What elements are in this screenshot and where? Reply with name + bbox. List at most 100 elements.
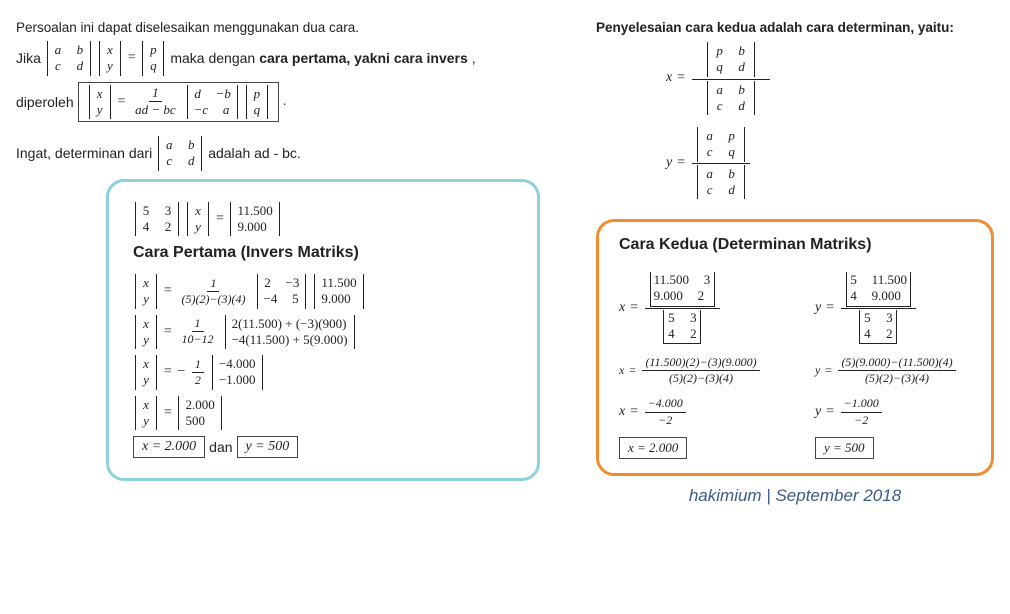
cell: c [165, 153, 173, 169]
ingat-line: Ingat, determinan dari ab cd adalah ad -… [16, 136, 566, 171]
cell: 2(11.500) + (−3)(900) [232, 316, 347, 332]
adj-num: 2−3 −45 [257, 274, 307, 309]
cell: c [54, 58, 62, 74]
blue-card: 53 42 x y = 11.500 9.000 Cara Pertama (I… [106, 179, 540, 482]
ans-y-box: y = 500 [237, 436, 299, 458]
cell: 4 [142, 219, 150, 235]
matrix-A-num: 53 42 [135, 202, 179, 237]
dan-word: dan [209, 439, 232, 455]
equals: = [825, 404, 834, 420]
ans-y-box: y = 500 [815, 437, 874, 459]
cell: 4 [863, 326, 871, 342]
cell: p [149, 42, 157, 58]
cell: x [142, 356, 150, 372]
cramer-y-formula: y = apcq abcd [666, 127, 994, 199]
y-var: y [815, 300, 821, 316]
cell: 9.000 [872, 288, 901, 304]
cell: −1.000 [219, 372, 256, 388]
equals: = [629, 404, 638, 420]
det-den-x: abcd [707, 81, 755, 116]
diperoleh-word: diperoleh [16, 94, 74, 110]
jika-line: Jika ab cd x y = p q maka dengan cara pe… [16, 41, 566, 76]
cell: d [728, 182, 736, 198]
num: 1 [192, 358, 204, 373]
cell: y [106, 58, 114, 74]
neg-half: 1 2 [192, 358, 204, 387]
y-frac2: (5)(9.000)−(11.500)(4) (5)(2)−(3)(4) [838, 356, 955, 385]
x-var: x [619, 363, 624, 378]
cell: 11.500 [654, 272, 689, 288]
equals: = [117, 94, 126, 110]
equals: = [628, 363, 636, 378]
frac2: 1 10−12 [178, 317, 216, 346]
cell: x [96, 86, 104, 102]
cramer-step1: x = 11.50039.0002 5342 y = 511.50049.000 [619, 266, 971, 350]
card2-title: Cara Kedua (Determinan Matriks) [619, 236, 971, 254]
matrix-xy3: x y [187, 202, 209, 237]
matrix-A-generic: ab cd [47, 41, 91, 76]
den: (5)(2)−(3)(4) [862, 371, 932, 385]
cell: y [142, 413, 150, 429]
cell: y [96, 102, 104, 118]
det-num-y: apcq [697, 127, 745, 162]
cell: d [187, 153, 195, 169]
cell: 4 [667, 326, 675, 342]
cell: 2 [689, 326, 697, 342]
cell: p [728, 128, 736, 144]
ingat-word: Ingat, determinan dari [16, 145, 152, 161]
frac1: 1 (5)(2)−(3)(4) [178, 277, 248, 306]
cell: b [738, 43, 746, 59]
denom: 10−12 [178, 332, 216, 346]
cell: b [76, 42, 84, 58]
cramer-answers: x = 2.000 y = 500 [619, 437, 971, 459]
cramer-x-frac: pbqd abcd [692, 41, 770, 115]
cell: 5 [291, 291, 299, 307]
num: (11.500)(2)−(3)(9.000) [642, 356, 759, 371]
num: −4.000 [645, 397, 686, 412]
cell: c [706, 144, 714, 160]
den: (5)(2)−(3)(4) [666, 371, 736, 385]
cell: d [738, 98, 746, 114]
cell: 3 [689, 310, 697, 326]
cell: 5 [142, 203, 150, 219]
vec3: −4.000 −1.000 [212, 355, 263, 390]
cell: x [142, 397, 150, 413]
matrix-pq: p q [142, 41, 164, 76]
cell: 500 [185, 413, 205, 429]
comma: , [472, 50, 476, 66]
det: 11.50039.0002 [650, 272, 715, 307]
det: 511.50049.000 [846, 272, 911, 307]
orange-card: Cara Kedua (Determinan Matriks) x = 11.5… [596, 219, 994, 476]
adj-matrix: d−b −ca [187, 85, 238, 120]
cell: a [716, 82, 724, 98]
y-var: y [815, 363, 820, 378]
cell: p [716, 43, 724, 59]
equals: = [676, 70, 685, 86]
cell: q [716, 59, 724, 75]
matrix-xy: xy [135, 355, 157, 390]
equals: = [163, 405, 172, 421]
cell: 2.000 [185, 397, 214, 413]
cell: b [738, 82, 746, 98]
matrix-A-generic2: ab cd [158, 136, 202, 171]
cell: d [194, 86, 202, 102]
det-den-y: abcd [697, 165, 745, 200]
inv-step2: xy = 1 10−12 2(11.500) + (−3)(900) −4(11… [133, 315, 513, 350]
matrix-xy2: x y [89, 85, 111, 120]
equals: = [676, 155, 685, 171]
cell: −4(11.500) + 5(9.000) [232, 332, 348, 348]
equals: = [163, 324, 172, 340]
x-frac2: (11.500)(2)−(3)(9.000) (5)(2)−(3)(4) [642, 356, 759, 385]
cramer-y-frac: apcq abcd [692, 127, 750, 199]
cell: −c [194, 102, 209, 118]
cara-pertama-phrase: cara pertama, yakni cara invers [259, 50, 468, 66]
jika-word: Jika [16, 50, 41, 66]
y-frac3: −1.000 −2 [841, 397, 882, 426]
det-num-x: pbqd [697, 41, 765, 78]
cell: y [142, 372, 150, 388]
maka-text: maka dengan [170, 50, 255, 66]
cell: d [76, 58, 84, 74]
cramer-y-step1: y = 511.50049.000 5342 [815, 272, 971, 344]
cell: 11.500 [872, 272, 907, 288]
inv-denom: ad − bc [132, 102, 179, 117]
